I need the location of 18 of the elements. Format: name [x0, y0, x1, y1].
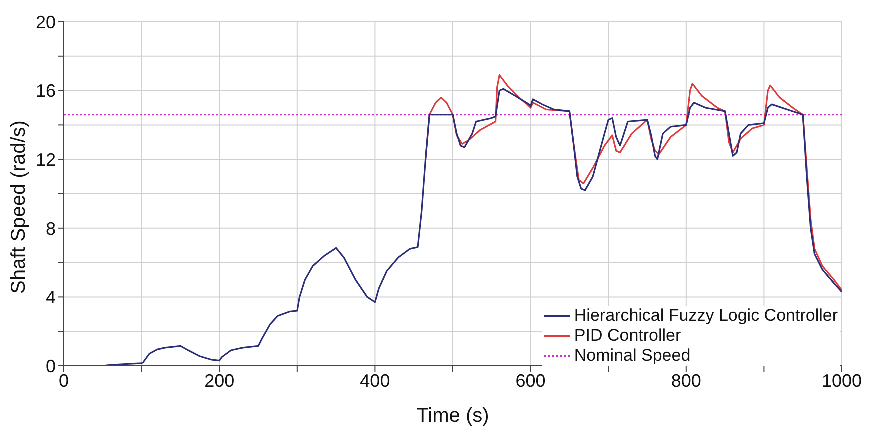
y-tick-label: 12: [36, 150, 56, 170]
y-tick-label: 20: [36, 12, 56, 32]
legend-label: Nominal Speed: [574, 346, 691, 366]
x-axis-title: Time (s): [416, 405, 490, 427]
x-tick-label: 200: [204, 370, 235, 391]
y-tick-label: 16: [36, 81, 56, 102]
x-tick-label: 400: [360, 370, 390, 391]
x-tick-label: 0: [58, 370, 70, 391]
y-axis-title: Shaft Speed (rad/s): [8, 120, 30, 294]
legend-label: PID Controller: [574, 326, 682, 346]
y-tick-label: 4: [46, 288, 56, 308]
y-tick-label: 8: [46, 218, 56, 239]
y-tick-label: 0: [46, 356, 56, 376]
x-tick-label: 1000: [822, 370, 862, 391]
legend-label: Hierarchical Fuzzy Logic Controller: [574, 306, 838, 326]
x-tick-label: 600: [516, 370, 546, 391]
x-tick-label: 800: [671, 370, 702, 391]
line-series: [424, 74, 842, 292]
